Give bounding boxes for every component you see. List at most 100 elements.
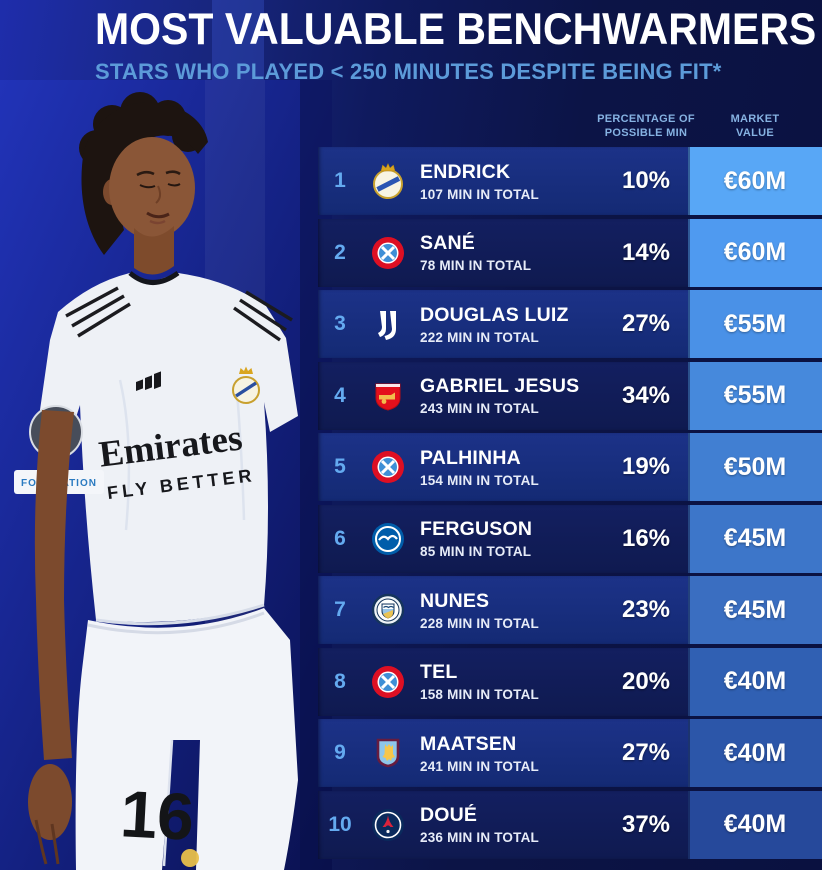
- club-crest-icon: [362, 447, 414, 487]
- table-row: 1 ENDRICK 107 MIN IN TOTAL 10% €60M: [318, 147, 822, 215]
- percentage-of-possible-min: 14%: [621, 238, 671, 266]
- percentage-of-possible-min: 16%: [621, 524, 671, 552]
- player-name: NUNES: [420, 589, 490, 612]
- market-value: €55M: [688, 361, 822, 430]
- player-name: DOUGLAS LUIZ: [420, 303, 569, 326]
- bayern-crest-icon: [372, 451, 404, 483]
- table-row: 3 DOUGLAS LUIZ 222 MIN IN TOTAL 27% €55M: [318, 290, 822, 358]
- player-name: GABRIEL JESUS: [420, 375, 580, 397]
- club-crest-icon: [362, 376, 414, 416]
- rank-number: 8: [334, 669, 346, 693]
- minutes-total-label: 241 MIN IN TOTAL: [420, 758, 539, 774]
- real-madrid-crest-icon: [373, 162, 403, 199]
- player-photo: 15 FOUNDATION Emirates FLY BETTER 16: [0, 80, 332, 870]
- page-title: MOST VALUABLE BENCHWARMERS: [95, 4, 817, 54]
- minutes-total-label: 154 MIN IN TOTAL: [420, 472, 539, 488]
- market-value: €40M: [688, 647, 822, 716]
- adidas-logo-icon: [136, 371, 161, 391]
- club-crest-icon: [362, 304, 414, 344]
- arsenal-crest-icon: [375, 383, 401, 411]
- table-rows: 1 ENDRICK 107 MIN IN TOTAL 10% €60M 2 SA…: [318, 147, 822, 859]
- club-crest-icon: [362, 161, 414, 201]
- market-value: €55M: [688, 290, 822, 358]
- juventus-crest-icon: [378, 311, 396, 340]
- bayern-crest-icon: [372, 236, 404, 269]
- minutes-total-label: 222 MIN IN TOTAL: [420, 329, 539, 345]
- player-shorts: 16: [75, 608, 298, 870]
- player-name: SANÉ: [420, 232, 475, 254]
- player-cell: GABRIEL JESUS 243 MIN IN TOTAL: [414, 375, 604, 416]
- player-cell: TEL 158 MIN IN TOTAL: [414, 661, 604, 702]
- table-row: 10 DOUÉ 236 MIN IN TOTAL 37% €40M: [318, 790, 822, 859]
- player-cell: ENDRICK 107 MIN IN TOTAL: [414, 161, 604, 202]
- player-face: [103, 137, 195, 239]
- minutes-total-label: 78 MIN IN TOTAL: [420, 258, 532, 273]
- player-cell: FERGUSON 85 MIN IN TOTAL: [414, 518, 604, 559]
- rank-number: 4: [334, 383, 346, 407]
- brighton-crest-icon: [372, 522, 404, 555]
- psg-crest-icon: [372, 808, 404, 841]
- player-hair: [79, 92, 208, 255]
- rank-number: 5: [334, 455, 346, 478]
- table-row: 6 FERGUSON 85 MIN IN TOTAL 16% €45M: [318, 504, 822, 573]
- minutes-total-label: 158 MIN IN TOTAL: [420, 687, 539, 702]
- club-crest-icon: [362, 662, 414, 702]
- table-row: 4 GABRIEL JESUS 243 MIN IN TOTAL 34% €55…: [318, 361, 822, 430]
- club-crest-icon: [362, 590, 414, 630]
- title-block: MOST VALUABLE BENCHWARMERS STARS WHO PLA…: [95, 4, 816, 85]
- aston-villa-crest-icon: [376, 738, 400, 768]
- rank-number: 10: [328, 812, 352, 836]
- column-header-percentage: PERCENTAGE OF POSSIBLE MIN: [597, 113, 695, 140]
- percentage-of-possible-min: 19%: [621, 453, 671, 480]
- percentage-of-possible-min: 37%: [621, 810, 671, 838]
- bayern-crest-icon: [372, 665, 404, 698]
- player-jersey: 15 FOUNDATION Emirates FLY BETTER: [14, 270, 298, 626]
- club-crest-icon: [362, 805, 414, 845]
- player-cell: NUNES 228 MIN IN TOTAL: [414, 590, 604, 631]
- benchwarmers-table: PERCENTAGE OF POSSIBLE MIN MARKET VALUE …: [318, 0, 822, 870]
- percentage-of-possible-min: 23%: [621, 596, 671, 623]
- market-value: €45M: [688, 504, 822, 573]
- table-row: 9 MAATSEN 241 MIN IN TOTAL 27% €40M: [318, 719, 822, 787]
- shorts-number: 16: [119, 776, 196, 854]
- minutes-total-label: 85 MIN IN TOTAL: [420, 544, 532, 559]
- player-arm: [28, 410, 74, 865]
- player-name: DOUÉ: [420, 804, 478, 826]
- club-crest-icon: [362, 233, 414, 273]
- minutes-total-label: 236 MIN IN TOTAL: [420, 830, 539, 845]
- rank-number: 1: [334, 169, 346, 192]
- player-cell: MAATSEN 241 MIN IN TOTAL: [414, 733, 604, 774]
- market-value: €40M: [688, 719, 822, 787]
- player-name: ENDRICK: [420, 160, 511, 183]
- rank-number: 6: [334, 526, 346, 550]
- club-crest-icon: [362, 519, 414, 559]
- minutes-total-label: 228 MIN IN TOTAL: [420, 615, 539, 631]
- table-row: 7 NUNES 228 MIN IN TOTAL 23% €45M: [318, 576, 822, 644]
- minutes-total-label: 243 MIN IN TOTAL: [420, 401, 539, 416]
- page-subtitle: STARS WHO PLAYED < 250 MINUTES DESPITE B…: [95, 59, 722, 84]
- player-name: MAATSEN: [420, 732, 517, 755]
- percentage-of-possible-min: 27%: [621, 739, 671, 766]
- market-value: €40M: [688, 790, 822, 859]
- real-madrid-chest-crest-icon: [232, 366, 260, 404]
- table-row: 5 PALHINHA 154 MIN IN TOTAL 19% €50M: [318, 433, 822, 501]
- player-cell: DOUGLAS LUIZ 222 MIN IN TOTAL: [414, 304, 604, 345]
- column-header-market-value: MARKET VALUE: [730, 113, 780, 140]
- rank-number: 2: [334, 240, 346, 264]
- rank-number: 3: [334, 312, 346, 335]
- table-row: 8 TEL 158 MIN IN TOTAL 20% €40M: [318, 647, 822, 716]
- player-name: FERGUSON: [420, 518, 533, 540]
- market-value: €60M: [688, 147, 822, 215]
- player-cell: DOUÉ 236 MIN IN TOTAL: [414, 804, 604, 845]
- player-cell: PALHINHA 154 MIN IN TOTAL: [414, 447, 604, 488]
- market-value: €50M: [688, 433, 822, 501]
- minutes-total-label: 107 MIN IN TOTAL: [420, 186, 539, 202]
- percentage-of-possible-min: 27%: [621, 310, 671, 337]
- percentage-of-possible-min: 34%: [621, 381, 671, 409]
- rank-number: 7: [334, 598, 346, 621]
- market-value: €60M: [688, 218, 822, 287]
- market-value: €45M: [688, 576, 822, 644]
- percentage-of-possible-min: 10%: [621, 167, 671, 194]
- man-city-crest-icon: [371, 593, 405, 627]
